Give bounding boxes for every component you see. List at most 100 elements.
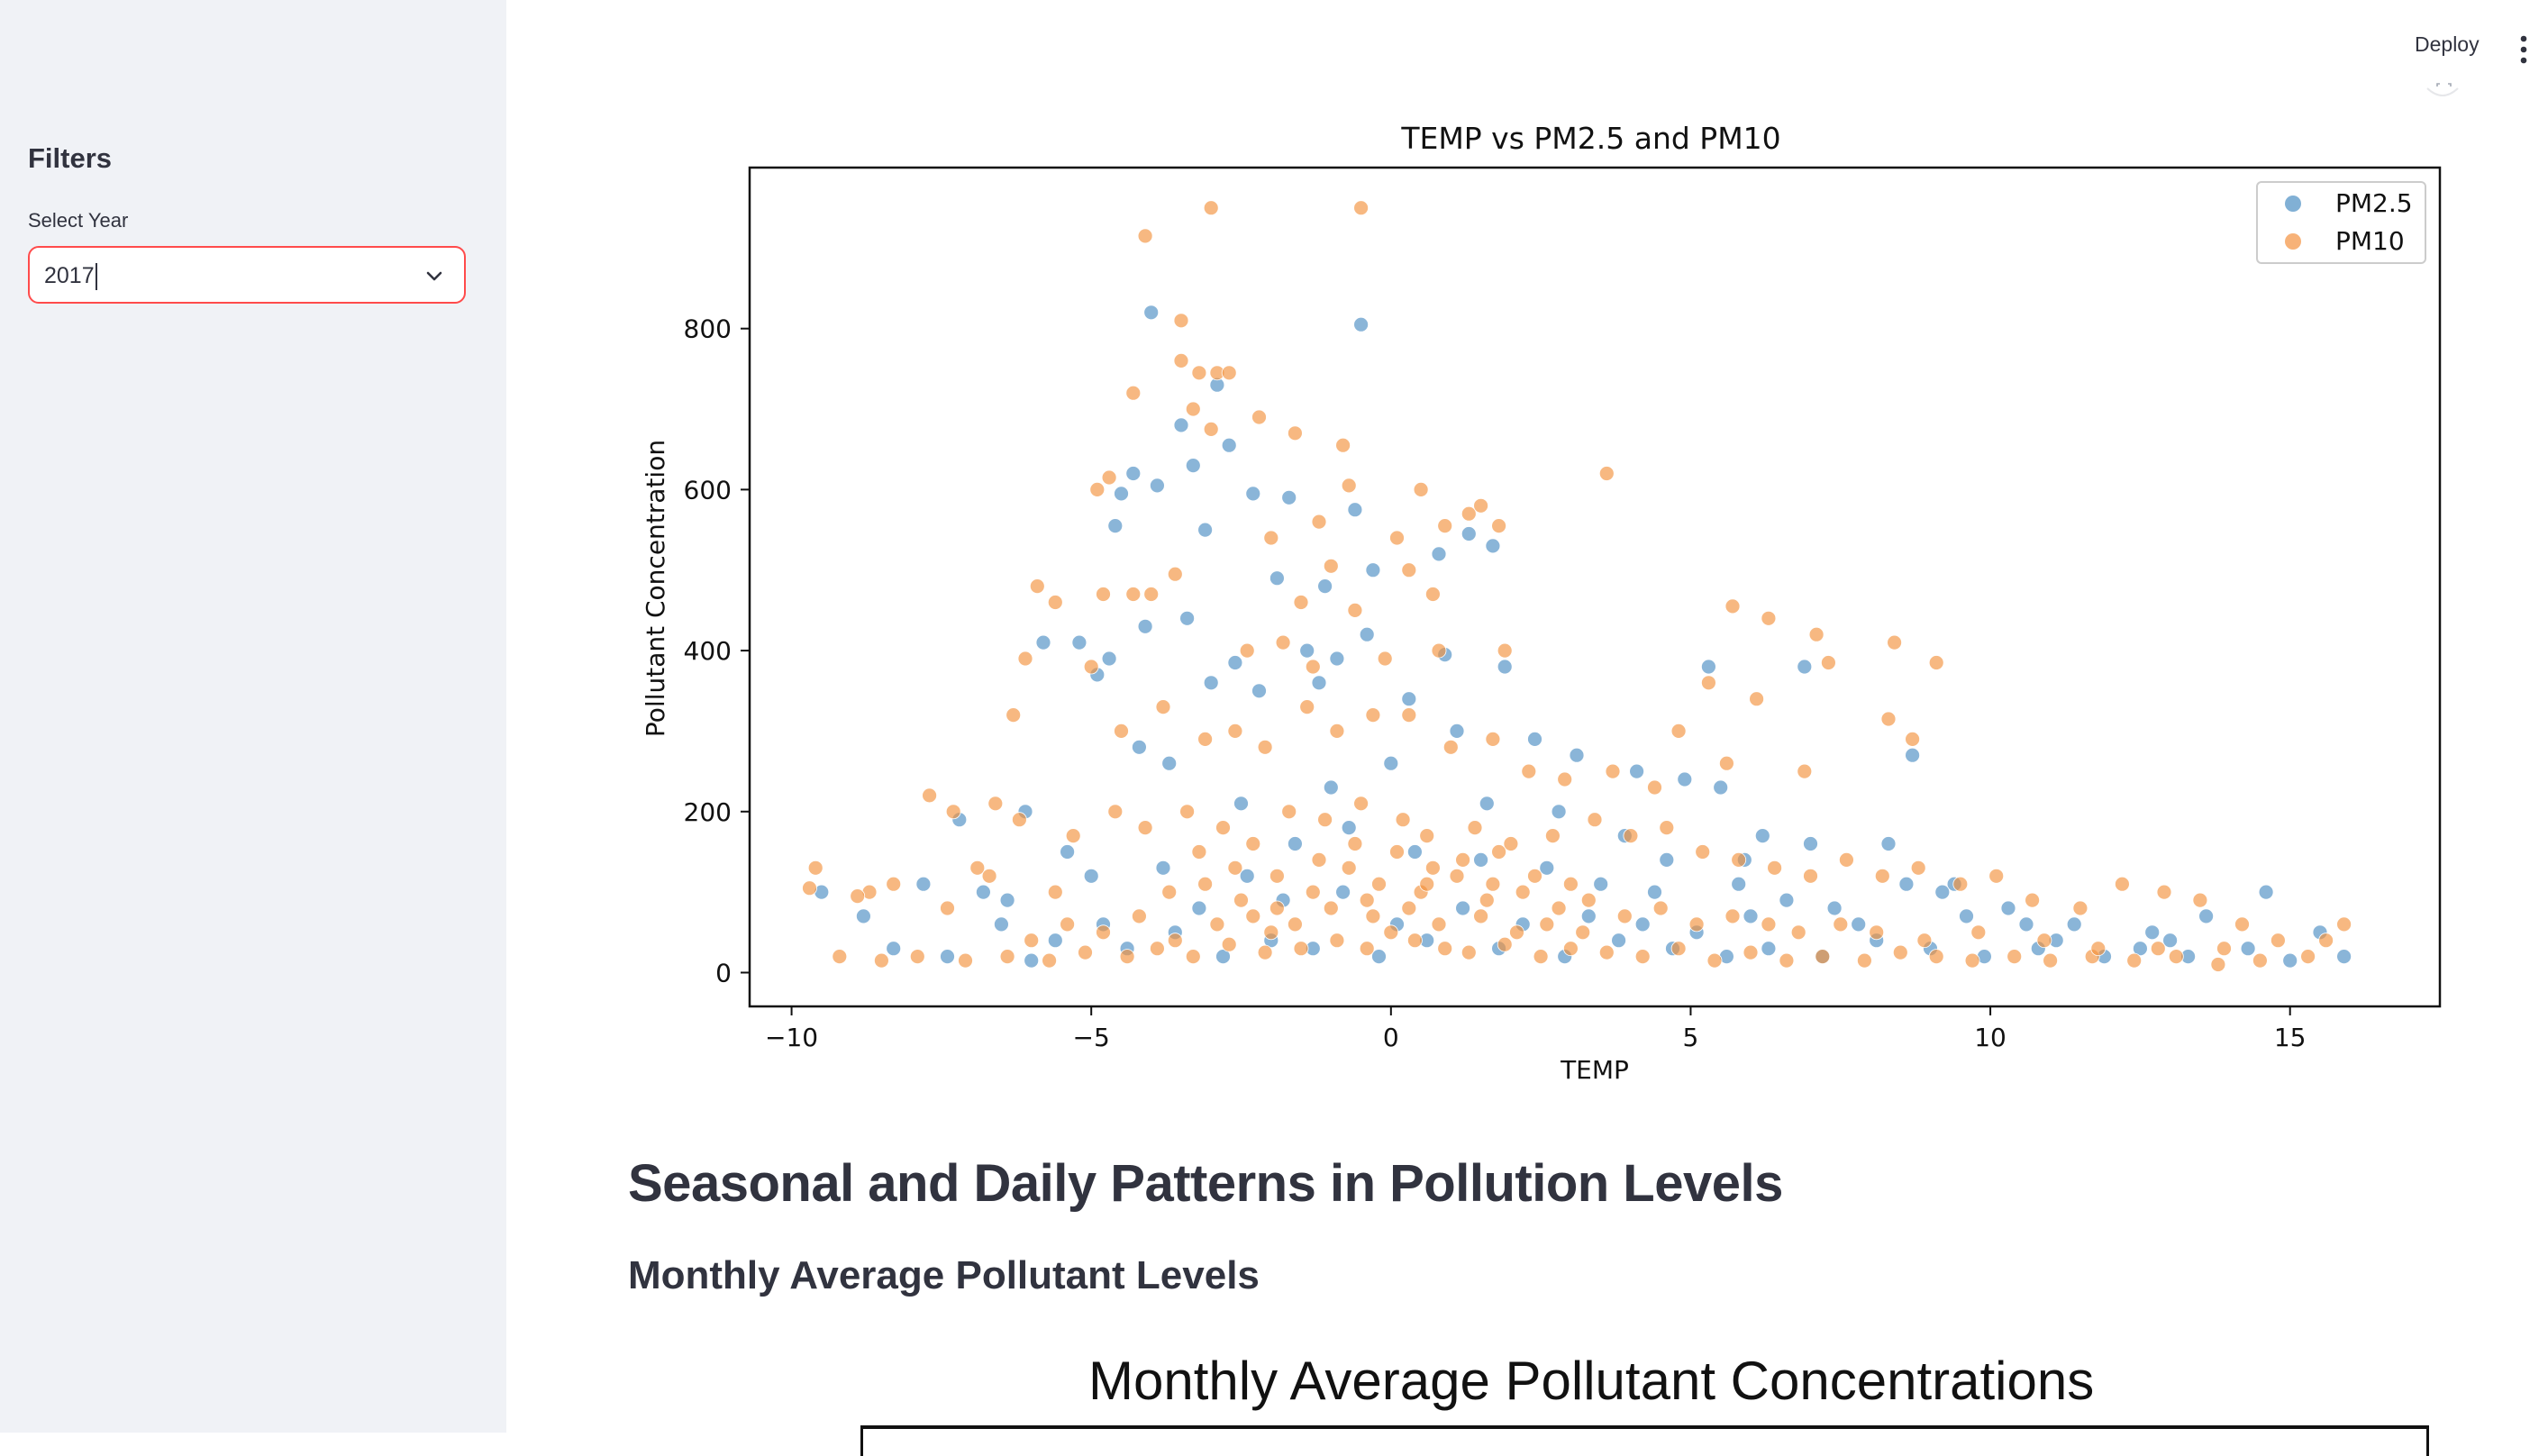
- scatter-point-pm10: [1341, 478, 1357, 494]
- scatter-point-pm10: [1078, 944, 1093, 960]
- scatter-point-pm10: [2300, 949, 2316, 964]
- scatter-point-pm25: [1083, 868, 1099, 884]
- scatter-point-pm25: [1497, 659, 1513, 675]
- scatter-point-pm25: [1137, 618, 1153, 634]
- scatter-point-pm25: [1731, 876, 1747, 892]
- scatter-point-pm10: [969, 860, 986, 876]
- scatter-point-pm10: [1288, 916, 1303, 933]
- scatter-point-pm10: [1449, 868, 1465, 884]
- scatter-point-pm10: [1042, 952, 1057, 969]
- scatter-point-pm10: [1353, 796, 1369, 812]
- scatter-point-pm25: [1359, 626, 1375, 642]
- scatter-point-pm10: [1281, 804, 1297, 820]
- scatter-point-pm10: [1988, 868, 2005, 884]
- scatter-point-pm25: [1761, 941, 1777, 957]
- scatter-point-pm10: [1598, 944, 1615, 960]
- scatter-point-pm10: [1245, 836, 1261, 851]
- vertical-dots-icon[interactable]: [2518, 34, 2529, 65]
- text-caret: [95, 263, 97, 291]
- scatter-point-pm10: [1167, 566, 1183, 582]
- scatter-point-pm10: [940, 900, 955, 916]
- scatter-point-pm10: [1293, 595, 1309, 610]
- scatter-point-pm25: [1215, 949, 1231, 964]
- scatter-point-pm10: [802, 880, 817, 896]
- sidebar: Filters Select Year 2017: [0, 0, 506, 1433]
- scatter-point-pm10: [1125, 587, 1142, 602]
- scatter-point-pm25: [1701, 659, 1716, 675]
- scatter-chart: TEMP vs PM2.5 and PM10 −10 −5 0 5 10 15 0 200 4…: [641, 121, 2442, 1085]
- scatter-point-pm10: [1688, 916, 1705, 933]
- scatter-point-pm10: [1803, 868, 1818, 884]
- scatter-point-pm10: [1347, 603, 1363, 618]
- scatter-point-pm10: [1150, 941, 1165, 957]
- scatter-point-pm10: [1605, 763, 1621, 779]
- scatter-point-pm10: [1389, 844, 1405, 860]
- scatter-point-pm10: [1874, 868, 1890, 884]
- scatter-point-pm25: [1754, 828, 1770, 843]
- scatter-point-pm10: [1221, 936, 1237, 952]
- scatter-point-pm25: [1143, 305, 1160, 321]
- scatter-point-pm25: [2018, 916, 2034, 933]
- scatter-point-pm25: [1125, 466, 1142, 481]
- scatter-point-pm10: [1365, 707, 1381, 723]
- legend-label-pm25: PM2.5: [2335, 188, 2413, 218]
- scatter-point-pm25: [1383, 755, 1399, 771]
- scatter-point-pm25: [1629, 763, 1644, 779]
- x-tick-label: 10: [1974, 1023, 2007, 1052]
- scatter-point-pm25: [1150, 478, 1165, 494]
- deploy-button[interactable]: Deploy: [2415, 32, 2480, 56]
- scatter-point-pm10: [1749, 691, 1764, 707]
- x-tick-label: 5: [1683, 1023, 1699, 1052]
- scatter-point-pm25: [1311, 675, 1327, 691]
- scatter-point-pm10: [2025, 892, 2040, 908]
- scatter-point-pm10: [1767, 860, 1782, 876]
- year-select-value[interactable]: 2017: [44, 263, 97, 291]
- scatter-point-pm25: [1659, 852, 1675, 868]
- scatter-point-pm10: [1017, 651, 1033, 667]
- scatter-point-pm10: [1970, 924, 1987, 941]
- y-axis: 0 200 400 600 800: [684, 314, 750, 987]
- scatter-point-pm10: [1305, 659, 1321, 675]
- scatter-point-pm10: [1616, 908, 1633, 924]
- scatter-point-pm10: [1221, 365, 1237, 381]
- scatter-point-pm10: [1143, 587, 1160, 602]
- fullscreen-icon[interactable]: [2422, 76, 2463, 103]
- scatter-point-pm10: [2210, 957, 2226, 972]
- scatter-point-pm25: [2133, 941, 2148, 957]
- scatter-point-pm25: [1245, 486, 1261, 502]
- scatter-point-pm10: [1155, 699, 1171, 714]
- scatter-point-pm10: [1119, 949, 1135, 964]
- scatter-point-pm10: [1024, 933, 1040, 949]
- scatter-point-pm10: [873, 952, 889, 969]
- scatter-point-pm10: [1203, 421, 1219, 437]
- chevron-down-icon[interactable]: [424, 266, 444, 286]
- scatter-point-pm10: [1275, 634, 1291, 651]
- scatter-point-pm10: [1245, 908, 1261, 924]
- scatter-point-pm25: [2198, 908, 2214, 924]
- scatter-point-pm10: [2007, 949, 2023, 964]
- scatter-point-pm10: [1347, 836, 1363, 851]
- scatter-point-pm10: [1442, 739, 1459, 755]
- scatter-point-pm10: [1329, 933, 1345, 949]
- scatter-point-pm10: [981, 868, 997, 884]
- scatter-point-pm25: [940, 949, 955, 964]
- scatter-point-pm10: [1359, 941, 1375, 957]
- scatter-point-pm10: [1670, 941, 1687, 957]
- scatter-point-pm10: [945, 804, 961, 820]
- scatter-point-pm10: [1491, 518, 1506, 534]
- year-select[interactable]: 2017: [28, 246, 466, 304]
- scatter-point-pm25: [1551, 804, 1567, 820]
- scatter-point-pm25: [1329, 651, 1345, 667]
- scatter-point-pm25: [1197, 522, 1213, 538]
- scatter-point-pm10: [1563, 876, 1579, 892]
- scatter-point-pm10: [886, 876, 902, 892]
- scatter-point-pm25: [1779, 892, 1795, 908]
- scatter-point-pm25: [1473, 852, 1488, 868]
- y-axis-label: Pollutant Concentration: [641, 440, 670, 737]
- scatter-point-pm10: [2168, 949, 2184, 964]
- scatter-point-pm10: [1916, 933, 1933, 949]
- scatter-point-pm25: [1455, 900, 1470, 916]
- scatter-point-pm10: [1928, 655, 1944, 670]
- scatter-point-pm10: [1383, 924, 1399, 941]
- year-select-label: Select Year: [28, 209, 129, 232]
